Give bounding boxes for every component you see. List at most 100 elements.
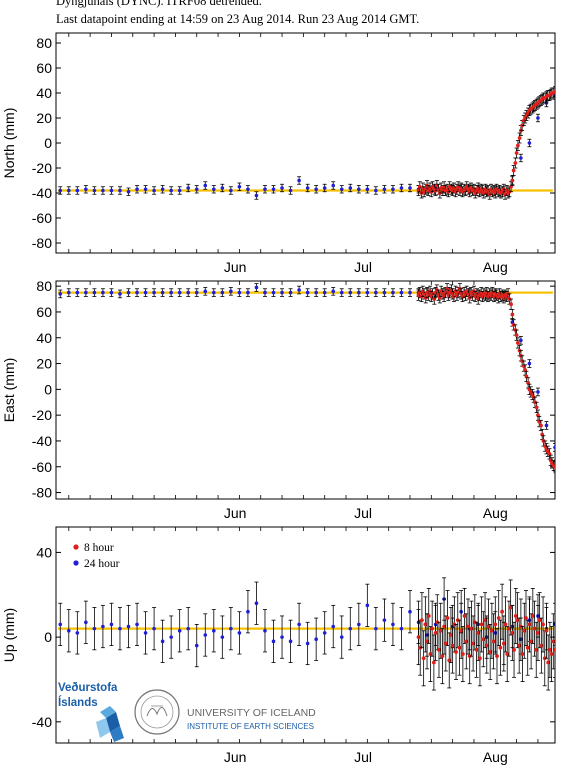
y-tick-label: 0 (44, 135, 52, 151)
point-24-hour (271, 187, 276, 192)
point-24-hour (331, 289, 336, 294)
point-8-hour (509, 302, 513, 307)
point-8-hour (478, 656, 482, 661)
point-8-hour (527, 622, 532, 627)
point-8-hour (459, 628, 464, 633)
point-24-hour (408, 186, 412, 190)
point-8-hour (514, 151, 519, 155)
point-8-hour (539, 643, 544, 648)
point-8-hour (495, 654, 499, 659)
point-8-hour (454, 650, 458, 654)
point-24-hour (203, 183, 208, 188)
point-24-hour (348, 626, 353, 631)
point-24-hour (194, 643, 199, 648)
point-8-hour (437, 647, 441, 652)
point-8-hour (503, 622, 508, 627)
point-24-hour (519, 156, 523, 160)
point-24-hour (246, 609, 250, 614)
point-8-hour (501, 641, 506, 646)
point-24-hour (109, 290, 114, 295)
point-24-hour (186, 626, 191, 631)
point-8-hour (520, 652, 525, 656)
point-24-hour (220, 635, 225, 639)
point-24-hour (527, 361, 532, 366)
point-24-hour (92, 626, 97, 631)
x-tick-label: Jul (354, 749, 372, 765)
point-8-hour (488, 650, 493, 654)
point-8-hour (431, 660, 436, 665)
point-24-hour (263, 290, 267, 295)
point-24-hour (391, 622, 395, 627)
header-subtitle: Last datapoint ending at 14:59 on 23 Aug… (56, 12, 420, 26)
point-8-hour (541, 622, 545, 627)
point-8-hour (522, 628, 527, 633)
point-8-hour (476, 630, 481, 635)
point-24-hour (365, 603, 370, 608)
point-24-hour (408, 290, 412, 295)
y-tick-label: -20 (32, 160, 52, 176)
point-8-hour (430, 626, 435, 631)
point-8-hour (556, 467, 560, 471)
y-tick-label: -40 (32, 714, 52, 730)
point-24-hour (229, 626, 233, 631)
point-24-hour (297, 178, 301, 183)
point-24-hour (92, 188, 97, 193)
y-axis-label: North (mm) (1, 108, 17, 179)
point-24-hour (135, 187, 139, 192)
point-24-hour (143, 290, 148, 295)
point-8-hour (510, 178, 515, 183)
point-24-hour (374, 626, 378, 631)
point-24-hour (194, 290, 199, 295)
point-24-hour (101, 624, 105, 629)
point-24-hour (322, 186, 327, 190)
y-tick-label: -60 (32, 459, 52, 475)
x-tick-label: Jun (224, 505, 247, 521)
point-8-hour (464, 639, 469, 644)
point-24-hour (160, 290, 165, 295)
point-24-hour (169, 290, 173, 295)
point-24-hour (331, 624, 336, 629)
point-24-hour (101, 290, 105, 295)
point-24-hour (314, 187, 318, 192)
point-24-hour (374, 188, 378, 193)
point-24-hour (562, 635, 566, 639)
point-24-hour (101, 188, 105, 193)
point-8-hour (553, 89, 555, 94)
point-24-hour (237, 631, 242, 635)
point-8-hour (510, 630, 515, 635)
point-8-hour (559, 89, 563, 93)
point-24-hour (143, 631, 148, 635)
point-24-hour (271, 290, 276, 295)
y-tick-label: 60 (36, 304, 52, 320)
point-24-hour (305, 290, 310, 295)
point-24-hour (126, 189, 131, 194)
point-8-hour (450, 643, 455, 648)
university-name: UNIVERSITY OF ICELAND (187, 707, 316, 719)
y-tick-label: -80 (32, 235, 52, 251)
point-8-hour (554, 90, 555, 94)
point-8-hour (442, 624, 447, 629)
plot-area (58, 86, 563, 200)
header: Dyngjuhals (DYNC). ITRF08 detrended. Las… (0, 0, 566, 34)
point-24-hour (75, 631, 80, 635)
point-8-hour (510, 312, 515, 317)
y-tick-label: 40 (36, 544, 52, 560)
point-24-hour (357, 290, 361, 295)
point-24-hour (339, 635, 344, 639)
point-8-hour (471, 641, 476, 646)
vedurstofa-logo: Veðurstofa Íslands (58, 682, 124, 742)
legend-label: 24 hour (84, 558, 120, 570)
point-24-hour (169, 635, 173, 639)
panel-east: -80 -60 -40 -20 0 20 40 60 80 Jun Jul Aug East (mm) (1, 278, 560, 521)
point-24-hour (365, 187, 370, 192)
point-24-hour (203, 633, 208, 637)
point-8-hour (481, 637, 486, 642)
point-24-hour (263, 187, 267, 192)
point-24-hour (297, 288, 301, 292)
vedurstofa-emblem-icon (96, 706, 124, 742)
point-24-hour (66, 188, 71, 193)
point-24-hour (254, 193, 259, 198)
point-8-hour (466, 624, 470, 629)
point-24-hour (212, 187, 216, 192)
